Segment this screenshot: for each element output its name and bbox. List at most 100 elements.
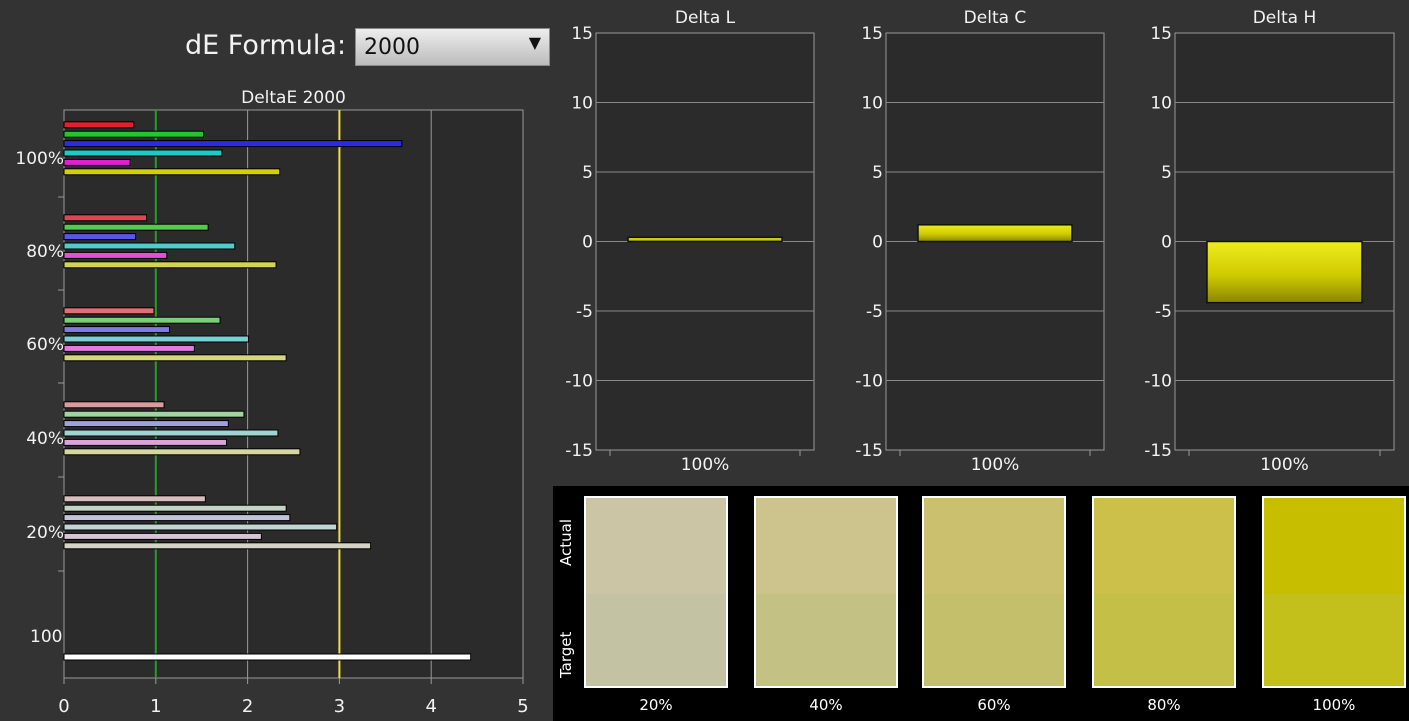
- swatch-actual: [586, 498, 726, 594]
- bar: [63, 223, 209, 231]
- x-tick-label: 100%: [1260, 455, 1309, 475]
- group-label: 100: [30, 627, 62, 647]
- swatch-actual: [1094, 498, 1234, 594]
- y-tick-label: 10: [861, 94, 883, 114]
- bar: [63, 514, 291, 522]
- swatch-label: 80%: [1147, 696, 1181, 714]
- x-tick-label: 2: [242, 696, 253, 717]
- y-tick-label: 5: [1161, 163, 1172, 183]
- y-tick-label: -15: [1144, 441, 1172, 461]
- bar: [63, 168, 281, 176]
- bar: [63, 307, 155, 315]
- group-label: 80%: [26, 242, 64, 262]
- y-tick-label: 15: [571, 24, 593, 44]
- bar: [63, 410, 245, 418]
- bar: [63, 495, 206, 503]
- bar: [63, 121, 135, 129]
- swatch-actual: [756, 498, 896, 594]
- color-swatch: [922, 496, 1066, 688]
- x-tick-label: 0: [58, 696, 69, 717]
- x-tick-label: 100%: [681, 455, 730, 475]
- swatch-actual: [924, 498, 1064, 594]
- y-tick-label: -5: [576, 302, 593, 322]
- bar: [63, 344, 195, 352]
- x-tick-label: 100%: [971, 455, 1020, 475]
- bar: [63, 523, 338, 531]
- y-tick-label: 15: [1150, 24, 1172, 44]
- bar: [63, 149, 223, 157]
- y-tick-label: 10: [1150, 94, 1172, 114]
- bar: [63, 261, 277, 269]
- color-swatch: [1092, 496, 1236, 688]
- y-tick-label: -5: [1155, 302, 1172, 322]
- bar: [63, 420, 229, 428]
- y-tick-label: -5: [866, 302, 883, 322]
- x-tick-label: 1: [150, 696, 161, 717]
- bar: [63, 326, 171, 334]
- bar: [63, 532, 262, 540]
- y-tick-label: 5: [872, 163, 883, 183]
- deltae-2000-chart: DeltaE 2000 0 1 2 3 4 5 100% 80% 60% 40% 20% 100: [15, 88, 528, 717]
- swatch-label: 40%: [809, 696, 843, 714]
- chart-title: Delta H: [1253, 8, 1317, 28]
- x-tick-label: 3: [334, 696, 345, 717]
- swatch-label: 20%: [639, 696, 673, 714]
- y-tick-label: 10: [571, 94, 593, 114]
- group-label: 40%: [26, 429, 64, 449]
- chevron-down-icon[interactable]: ▼: [528, 33, 541, 52]
- bar: [63, 130, 205, 138]
- target-axis-label: Target: [557, 631, 575, 678]
- swatch-actual: [1264, 498, 1404, 594]
- x-tick-label: 5: [517, 696, 528, 717]
- swatch-label: 60%: [977, 696, 1011, 714]
- group-label: 60%: [26, 335, 64, 355]
- bar: [63, 140, 403, 148]
- swatch-target: [756, 594, 896, 686]
- color-swatch: [584, 496, 728, 688]
- bar: [63, 542, 372, 550]
- formula-select-value: 2000: [364, 35, 420, 60]
- y-tick-label: 0: [872, 233, 883, 253]
- bar: [63, 214, 148, 222]
- bar: [63, 429, 279, 437]
- swatch-panel: Actual Target 20% 40% 60% 80% 100%: [553, 486, 1409, 721]
- bar: [627, 236, 783, 243]
- bar: [63, 448, 301, 456]
- delta-h-chart: Delta H 15 10 5 0 -5 -10 -15 100%: [1144, 8, 1395, 475]
- y-tick-label: 0: [1161, 233, 1172, 253]
- bar: [63, 242, 236, 250]
- bar: [63, 401, 165, 409]
- group-label: 20%: [26, 523, 64, 543]
- bar: [63, 335, 250, 343]
- bar: [63, 438, 227, 446]
- formula-label: dE Formula:: [185, 30, 347, 61]
- bar: [63, 316, 221, 324]
- plot-area: [63, 109, 524, 679]
- formula-select[interactable]: 2000 ▼: [355, 28, 550, 66]
- y-tick-label: -15: [565, 441, 593, 461]
- swatch-target: [1264, 594, 1404, 686]
- y-tick-label: 15: [861, 24, 883, 44]
- chart-title: Delta C: [964, 8, 1027, 28]
- y-tick-label: -15: [855, 441, 883, 461]
- chart-title: Delta L: [675, 8, 736, 28]
- color-swatch: [754, 496, 898, 688]
- delta-c-chart: Delta C 15 10 5 0 -5 -10 -15 100%: [855, 8, 1105, 475]
- bar: [63, 233, 137, 241]
- swatch-target: [586, 594, 726, 686]
- bar: [63, 354, 287, 362]
- y-tick-label: 5: [582, 163, 593, 183]
- actual-axis-label: Actual: [557, 519, 575, 566]
- chart-title: DeltaE 2000: [241, 88, 346, 108]
- y-tick-label: -10: [565, 372, 593, 392]
- color-swatch: [1262, 496, 1406, 688]
- y-tick-label: -10: [1144, 372, 1172, 392]
- y-tick-label: 0: [582, 233, 593, 253]
- bar: [63, 251, 168, 259]
- swatch-target: [1094, 594, 1234, 686]
- bar: [63, 504, 287, 512]
- bar: [1206, 240, 1363, 304]
- group-label: 100%: [15, 149, 64, 169]
- swatch-label: 100%: [1312, 696, 1356, 714]
